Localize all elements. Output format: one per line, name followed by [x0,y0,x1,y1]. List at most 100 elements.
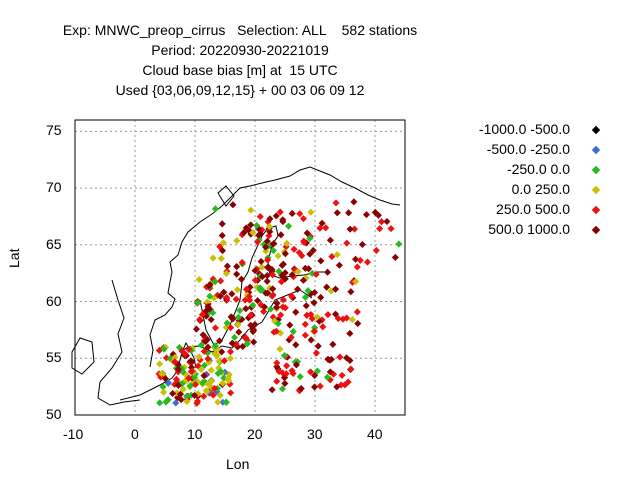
station-marker [292,341,300,349]
station-marker [348,316,356,324]
station-marker [179,385,187,393]
station-marker [266,215,274,223]
station-marker [251,321,259,329]
station-marker [299,276,307,284]
station-marker [351,255,360,263]
station-marker [217,255,225,263]
station-marker [302,302,310,310]
station-marker [345,209,353,217]
title-line-4: Used {03,06,09,12,15} + 00 03 06 09 12 [115,82,365,98]
station-marker [311,288,319,297]
station-marker [186,382,194,390]
station-marker [217,277,225,285]
station-marker [258,273,266,281]
station-marker [266,228,274,236]
station-marker [202,337,210,345]
station-marker [214,398,222,406]
station-marker [267,305,275,313]
y-tick-label: 70 [46,179,62,196]
station-marker [199,331,207,339]
station-marker [304,287,312,295]
station-marker [172,375,180,383]
station-marker [354,320,362,328]
station-marker [250,338,258,346]
station-marker [164,396,172,404]
station-marker [219,379,227,387]
y-tick-label: 60 [46,292,62,309]
station-marker [323,283,331,291]
station-marker [198,310,206,319]
station-marker [263,277,271,285]
station-marker [279,303,287,311]
station-marker [301,293,309,301]
station-marker [335,261,343,269]
station-marker [233,263,241,271]
station-marker [219,239,227,247]
station-marker [336,353,344,361]
station-marker [288,209,296,217]
station-marker [160,388,168,396]
station-marker [313,367,321,375]
station-marker [296,373,304,381]
station-marker [270,240,278,248]
station-marker [279,296,287,304]
station-marker [332,199,340,207]
station-marker [358,240,366,249]
station-marker [307,336,315,344]
station-marker [206,292,214,300]
station-marker [346,225,354,233]
station-marker [300,238,308,247]
station-marker [233,237,241,245]
station-marker [249,326,258,334]
station-marker [338,371,346,379]
station-marker [176,390,185,398]
station-marker [215,357,223,365]
station-marker [332,285,340,293]
legend-label: 500.0 1000.0 [488,221,570,237]
station-marker [273,299,281,307]
station-marker [278,261,286,269]
station-marker [211,342,219,350]
station-marker [158,369,166,378]
station-marker [290,245,298,253]
station-marker [216,391,224,399]
station-marker [211,384,219,392]
station-marker [344,378,352,386]
station-marker [228,290,236,298]
station-marker [260,303,268,311]
station-marker [227,389,235,397]
station-marker [305,265,313,273]
x-tick-label: 0 [131,426,139,442]
y-tick-label: 65 [46,235,62,252]
station-marker [268,386,276,394]
station-marker [285,222,293,230]
station-marker [216,292,224,300]
station-marker [269,285,277,293]
station-marker [299,215,308,223]
station-marker [312,270,320,278]
station-marker [209,309,217,317]
station-marker [269,247,278,255]
station-marker [301,331,309,339]
legend-label: -250.0 0.0 [506,161,570,177]
station-marker [303,229,311,237]
station-marker [343,239,351,247]
station-marker [391,253,399,261]
station-marker [276,345,284,353]
station-marker [211,324,219,332]
station-marker [317,257,325,265]
title-line-1: Exp: MNWC_preop_cirrus Selection: ALL 58… [62,22,418,38]
station-marker [156,399,164,407]
station-marker [283,239,291,247]
title-line-2: Period: 20220930-20221019 [151,42,329,58]
station-marker [383,217,391,226]
station-marker [217,368,225,376]
station-marker [229,314,237,322]
station-marker [295,249,303,257]
station-marker [233,270,241,278]
station-marker [234,313,242,321]
station-marker [314,342,322,350]
station-marker [307,368,315,376]
station-marker [228,339,236,347]
station-marker [310,327,319,335]
